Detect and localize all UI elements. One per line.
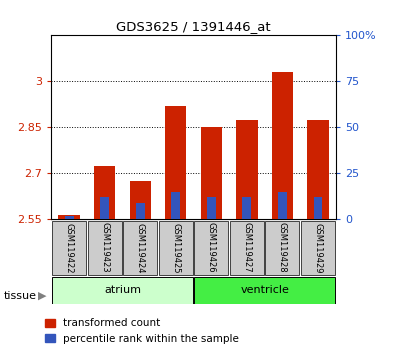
Bar (123, 221, 157, 275)
Bar (307, 120, 329, 219)
Text: GSM119423: GSM119423 (100, 222, 109, 273)
Bar (243, 198, 251, 219)
Bar (272, 72, 293, 219)
Bar (301, 221, 335, 275)
Bar (230, 221, 264, 275)
Text: ventricle: ventricle (240, 285, 289, 295)
Text: GSM119429: GSM119429 (314, 223, 322, 273)
Bar (207, 198, 216, 219)
Bar (236, 120, 258, 219)
Bar (130, 181, 151, 219)
Bar (201, 127, 222, 219)
Text: GSM119425: GSM119425 (171, 223, 180, 273)
Title: GDS3625 / 1391446_at: GDS3625 / 1391446_at (116, 20, 271, 33)
Text: ▶: ▶ (38, 291, 46, 301)
Bar (136, 203, 145, 219)
Bar (100, 198, 109, 219)
Bar (94, 166, 115, 219)
Bar (194, 277, 335, 304)
Text: tissue: tissue (4, 291, 37, 301)
Bar (159, 221, 193, 275)
Text: GSM119428: GSM119428 (278, 222, 287, 273)
Bar (278, 192, 287, 219)
Bar (58, 215, 80, 219)
Bar (165, 106, 186, 219)
Text: atrium: atrium (104, 285, 141, 295)
Text: GSM119422: GSM119422 (65, 223, 73, 273)
Bar (314, 198, 322, 219)
Legend: transformed count, percentile rank within the sample: transformed count, percentile rank withi… (45, 318, 239, 344)
Bar (65, 216, 73, 219)
Text: GSM119426: GSM119426 (207, 222, 216, 273)
Bar (88, 221, 122, 275)
Bar (171, 192, 180, 219)
Text: GSM119424: GSM119424 (136, 223, 145, 273)
Text: GSM119427: GSM119427 (243, 222, 251, 273)
Bar (265, 221, 299, 275)
Bar (52, 221, 86, 275)
Bar (194, 221, 228, 275)
Bar (52, 277, 193, 304)
